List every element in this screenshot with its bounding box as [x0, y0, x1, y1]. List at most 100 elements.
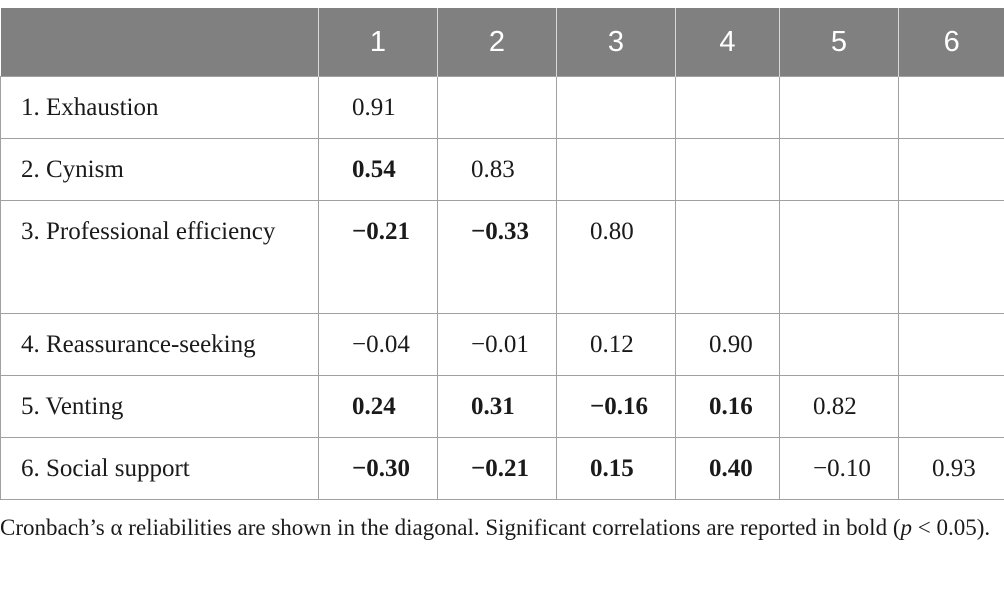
- row-label-cell: 4. Reassurance-seeking: [0, 313, 319, 376]
- correlation-value: [813, 201, 898, 217]
- row-label: 1. Exhaustion: [21, 94, 159, 121]
- row-label-cell: 6. Social support: [0, 437, 319, 500]
- correlation-cell: [675, 138, 780, 201]
- header-cell-6: 6: [898, 8, 1004, 77]
- header-cell-1: 1: [318, 8, 438, 77]
- row-label-cell: 1. Exhaustion: [0, 76, 319, 139]
- row-label: 3. Professional efficiency: [21, 218, 276, 245]
- correlation-cell: 0.24: [318, 375, 438, 438]
- correlation-value: 0.16: [709, 393, 753, 420]
- correlation-value: 0.80: [590, 218, 634, 245]
- correlation-cell: 0.15: [556, 437, 676, 500]
- correlation-cell: 0.93: [898, 437, 1004, 500]
- correlation-cell: −0.21: [437, 437, 557, 500]
- correlation-cell: [898, 76, 1004, 139]
- header-cell-blank: [0, 8, 319, 77]
- correlation-value: −0.04: [352, 331, 410, 358]
- footnote-p-symbol: p: [900, 515, 912, 540]
- correlation-value: −0.10: [813, 455, 871, 482]
- header-cell-2: 2: [437, 8, 557, 77]
- correlation-value: [932, 201, 1004, 217]
- correlation-cell: −0.01: [437, 313, 557, 376]
- row-label: 5. Venting: [21, 393, 124, 420]
- correlation-cell: [779, 313, 899, 376]
- correlation-value: 0.91: [352, 94, 396, 121]
- table-row: 3. Professional efficiency −0.21 −0.33 0.80: [0, 200, 1004, 314]
- correlation-cell: [675, 76, 780, 139]
- correlation-value: 0.83: [471, 156, 515, 183]
- correlation-cell: [779, 138, 899, 201]
- table-footnote: Cronbach’s α reliabilities are shown in …: [0, 510, 1004, 546]
- correlation-cell: [898, 375, 1004, 438]
- table-row: 1. Exhaustion 0.91: [0, 76, 1004, 139]
- correlation-cell: 0.82: [779, 375, 899, 438]
- correlation-value: [932, 77, 1004, 93]
- correlation-value: 0.90: [709, 331, 753, 358]
- correlation-value: −0.21: [471, 455, 529, 482]
- correlation-cell: [556, 76, 676, 139]
- correlation-cell: [675, 200, 780, 314]
- correlation-value: [709, 201, 779, 217]
- correlation-value: [590, 139, 675, 155]
- footnote-text-after: < 0.05).: [911, 515, 991, 540]
- header-row: 1 2 3 4 5 6: [0, 8, 1004, 77]
- correlation-value: −0.01: [471, 331, 529, 358]
- correlation-cell: [898, 138, 1004, 201]
- correlation-value: −0.33: [471, 218, 529, 245]
- row-label: 2. Cynism: [21, 156, 124, 183]
- correlation-value: [709, 77, 779, 93]
- table-row: 5. Venting 0.24 0.31 −0.16 0.16 0.82: [0, 375, 1004, 438]
- correlation-value: −0.16: [590, 393, 648, 420]
- row-label: 6. Social support: [21, 455, 190, 482]
- row-label-cell: 3. Professional efficiency: [0, 200, 319, 314]
- table-row: 2. Cynism 0.54 0.83: [0, 138, 1004, 201]
- correlation-cell: 0.40: [675, 437, 780, 500]
- correlation-cell: −0.16: [556, 375, 676, 438]
- correlation-cell: −0.10: [779, 437, 899, 500]
- correlation-value: −0.21: [352, 218, 410, 245]
- correlation-value: 0.93: [932, 455, 976, 482]
- correlation-cell: [898, 200, 1004, 314]
- correlation-value: [932, 376, 1004, 392]
- footnote-text-before: Cronbach’s α reliabilities are shown in …: [0, 515, 901, 540]
- correlation-value: 0.54: [352, 156, 396, 183]
- correlation-value: [709, 139, 779, 155]
- correlation-value: [932, 139, 1004, 155]
- correlation-value: [590, 77, 675, 93]
- correlation-value: 0.24: [352, 393, 396, 420]
- correlation-value: [471, 77, 556, 93]
- correlation-cell: −0.33: [437, 200, 557, 314]
- table-row: 4. Reassurance-seeking −0.04 −0.01 0.12 0.90: [0, 313, 1004, 376]
- correlation-cell: 0.12: [556, 313, 676, 376]
- correlation-cell: 0.83: [437, 138, 557, 201]
- correlation-value: 0.31: [471, 393, 515, 420]
- correlation-value: 0.82: [813, 393, 857, 420]
- correlation-value: [932, 314, 1004, 330]
- correlation-cell: −0.04: [318, 313, 438, 376]
- correlation-cell: 0.16: [675, 375, 780, 438]
- correlation-cell: −0.21: [318, 200, 438, 314]
- row-label-cell: 2. Cynism: [0, 138, 319, 201]
- header-cell-4: 4: [675, 8, 780, 77]
- correlation-value: [813, 139, 898, 155]
- correlation-value: 0.12: [590, 331, 634, 358]
- correlation-cell: 0.31: [437, 375, 557, 438]
- row-label: 4. Reassurance-seeking: [21, 331, 256, 358]
- correlation-cell: 0.91: [318, 76, 438, 139]
- correlation-value: 0.40: [709, 455, 753, 482]
- correlation-cell: −0.30: [318, 437, 438, 500]
- correlation-cell: [779, 200, 899, 314]
- correlation-cell: 0.90: [675, 313, 780, 376]
- correlation-cell: 0.80: [556, 200, 676, 314]
- table-row: 6. Social support −0.30 −0.21 0.15 0.40 −0.10…: [0, 437, 1004, 500]
- correlation-value: [813, 314, 898, 330]
- correlation-value: [813, 77, 898, 93]
- correlation-cell: [779, 76, 899, 139]
- correlation-value: 0.15: [590, 455, 634, 482]
- correlation-cell: [898, 313, 1004, 376]
- correlation-table: 1 2 3 4 5 6 1. Exhaustion 0.91 2. Cynism 0.…: [0, 8, 1004, 500]
- correlation-cell: [437, 76, 557, 139]
- header-cell-3: 3: [556, 8, 676, 77]
- header-cell-5: 5: [779, 8, 899, 77]
- correlation-cell: 0.54: [318, 138, 438, 201]
